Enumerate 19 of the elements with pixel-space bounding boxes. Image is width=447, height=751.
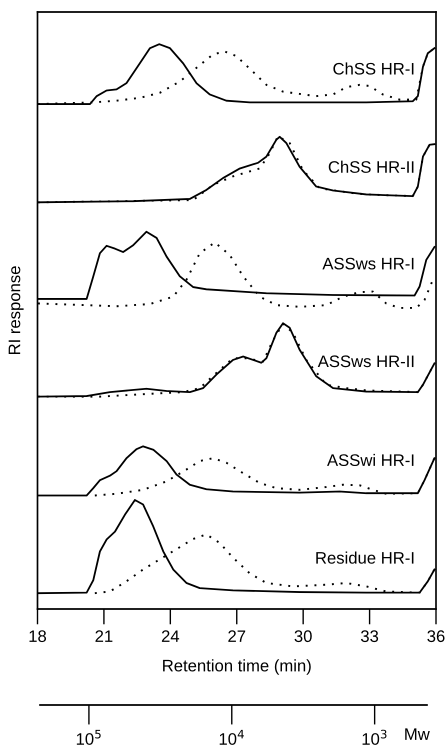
x-tick-label: 18: [30, 630, 46, 642]
x2-tick-label: 10$^{5}$: [76, 730, 101, 745]
series-label: ChSS HR-I: [333, 62, 414, 75]
x2-tick-label: 10$^{3}$: [362, 730, 386, 745]
series-label: ASSwi HR-I: [327, 454, 414, 466]
x-tick-label: 27: [228, 630, 246, 642]
x-tick-label: 24: [162, 630, 180, 642]
x-tick-label: 33: [360, 630, 378, 642]
x2-tick-label: 10$^{4}$: [220, 730, 244, 745]
x2-axis-title: Mw: [405, 728, 430, 740]
y-axis-title: RI response: [8, 266, 24, 354]
x-tick-label: 36: [427, 630, 445, 642]
x-tick-label: 30: [294, 630, 312, 642]
x-axis-title: Retention time (min): [163, 659, 311, 675]
x-tick-label: 21: [95, 630, 112, 642]
series-label: ASSws HR-I: [322, 258, 414, 270]
series-label: ChSS HR-II: [328, 160, 414, 173]
series-label: ASSws HR-II: [318, 355, 414, 368]
series-label: Residue HR-I: [316, 552, 414, 564]
